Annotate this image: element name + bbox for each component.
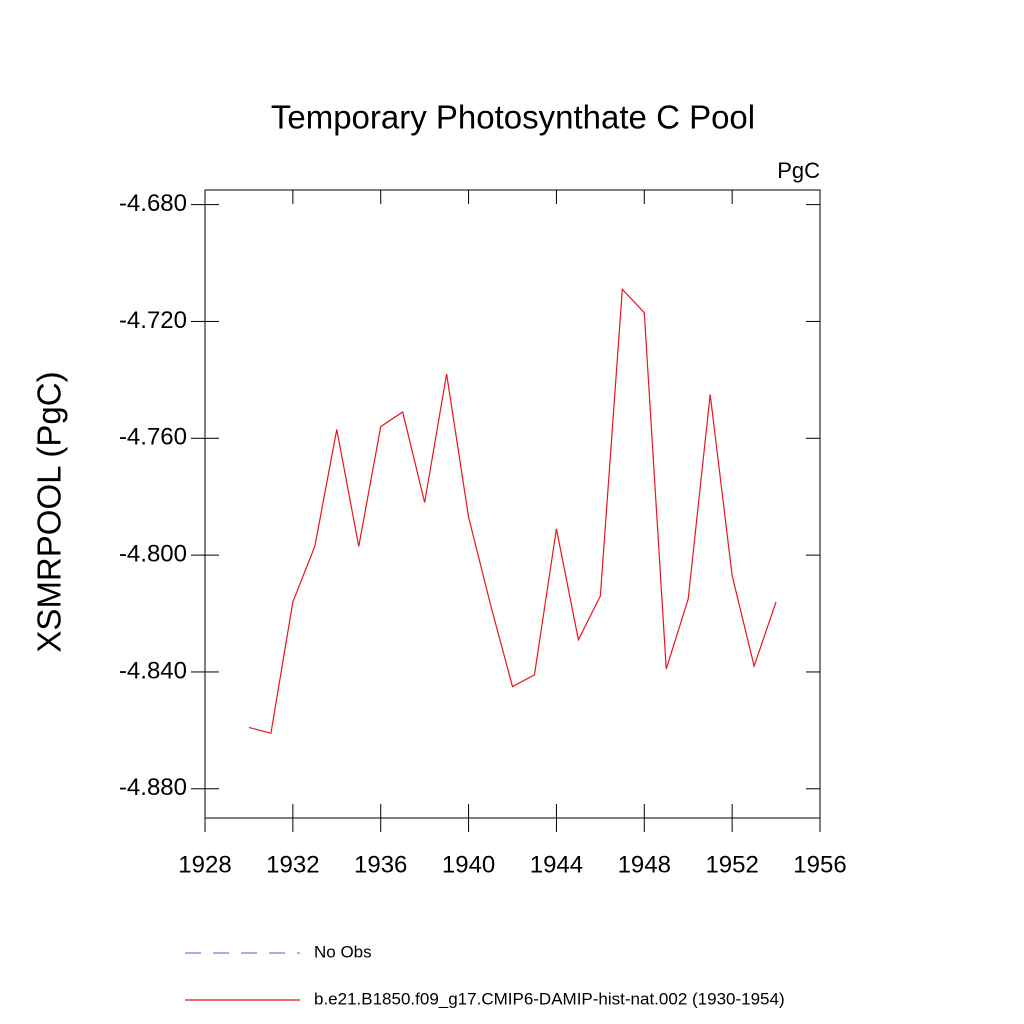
y-axis-label: XSMRPOOL (PgC) <box>31 371 68 652</box>
x-tick-label: 1948 <box>618 851 671 878</box>
y-tick-label: -4.720 <box>119 307 187 334</box>
x-tick-label: 1952 <box>705 851 758 878</box>
legend-label: b.e21.B1850.f09_g17.CMIP6-DAMIP-hist-nat… <box>314 989 785 1008</box>
y-tick-label: -4.880 <box>119 774 187 801</box>
x-tick-label: 1944 <box>530 851 583 878</box>
units-label: PgC <box>777 158 820 183</box>
x-tick-label: 1940 <box>442 851 495 878</box>
x-tick-label: 1936 <box>354 851 407 878</box>
y-tick-label: -4.680 <box>119 190 187 217</box>
series-line <box>248 287 777 735</box>
y-tick-label: -4.800 <box>119 540 187 567</box>
chart-title: Temporary Photosynthate C Pool <box>271 99 755 136</box>
plot-frame <box>204 189 821 819</box>
legend-label: No Obs <box>314 942 372 961</box>
x-tick-label: 1932 <box>266 851 319 878</box>
y-tick-label: -4.840 <box>119 657 187 684</box>
y-tick-label: -4.760 <box>119 424 187 451</box>
x-tick-label: 1928 <box>178 851 231 878</box>
x-tick-label: 1956 <box>793 851 846 878</box>
